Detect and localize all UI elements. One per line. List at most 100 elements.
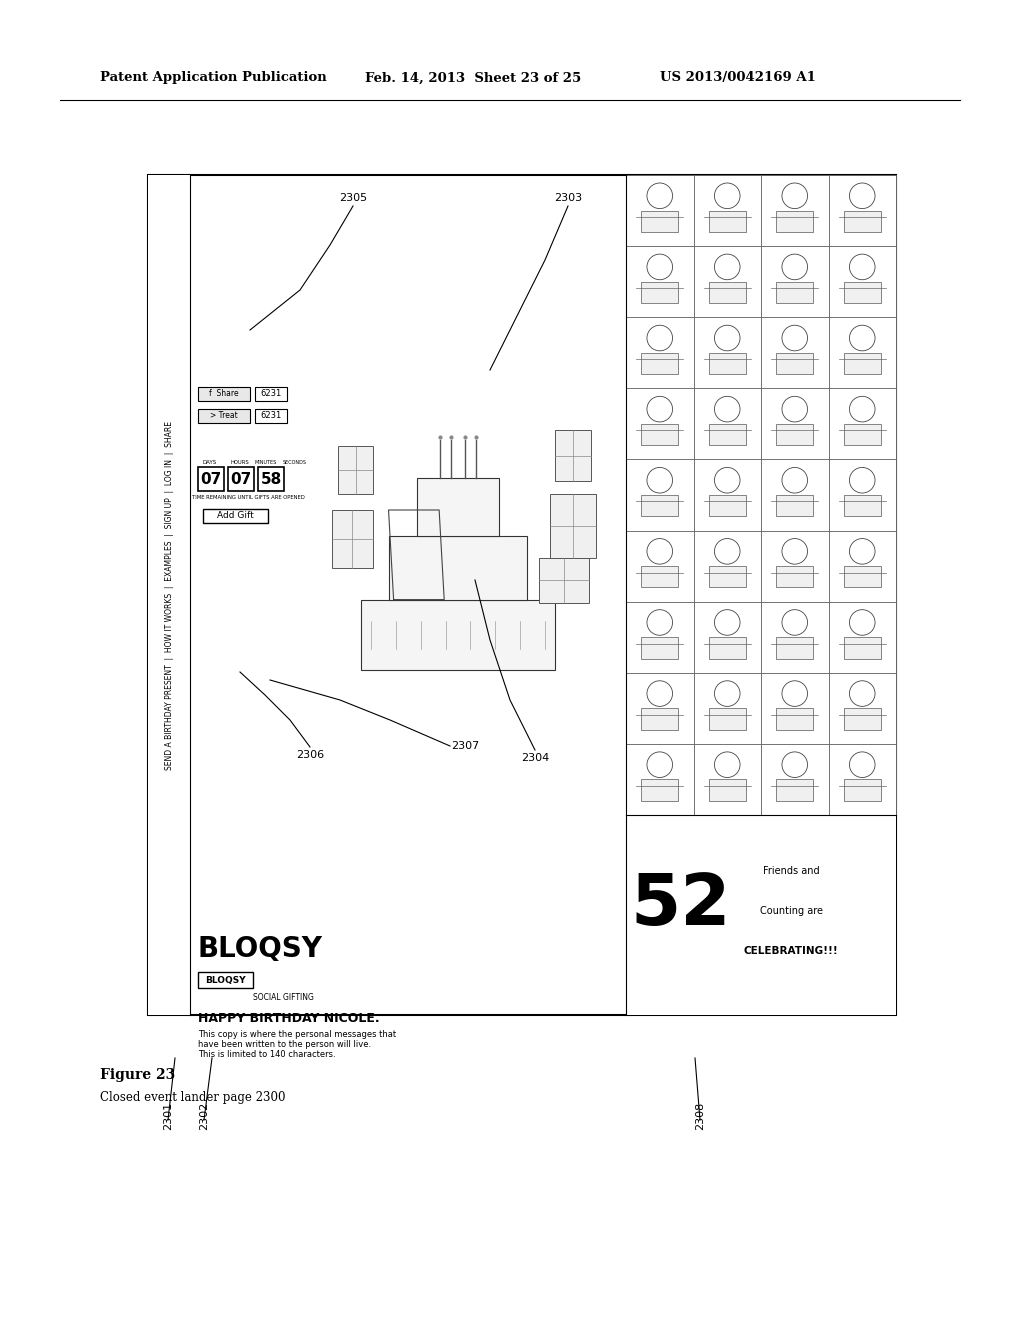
Text: Counting are: Counting are — [760, 906, 822, 916]
Bar — [626, 459, 693, 531]
Bar — [626, 673, 693, 744]
Text: 2305: 2305 — [339, 193, 367, 203]
Bar — [828, 673, 896, 744]
Bar — [361, 599, 555, 671]
Bar — [776, 566, 813, 587]
Text: Figure 23: Figure 23 — [100, 1068, 175, 1082]
Bar — [539, 558, 589, 603]
Text: 6231: 6231 — [260, 389, 282, 399]
Bar — [641, 211, 678, 232]
Bar — [338, 446, 373, 494]
Bar — [626, 814, 896, 1015]
Bar — [828, 176, 896, 246]
Bar — [776, 709, 813, 730]
Bar — [761, 176, 828, 246]
Bar — [198, 972, 253, 987]
Text: BLOQSY: BLOQSY — [198, 935, 323, 964]
Bar — [776, 352, 813, 374]
Text: > Treat: > Treat — [210, 412, 238, 421]
Text: 2308: 2308 — [695, 1102, 705, 1130]
Text: 2304: 2304 — [521, 752, 549, 763]
Bar — [417, 478, 500, 536]
Bar — [776, 495, 813, 516]
Bar — [389, 536, 527, 599]
Bar — [626, 744, 693, 814]
Text: SOCIAL GIFTING: SOCIAL GIFTING — [253, 994, 314, 1002]
Text: MINUTES: MINUTES — [255, 461, 278, 466]
Text: DAYS: DAYS — [203, 461, 217, 466]
Text: 2306: 2306 — [296, 750, 324, 760]
Bar — [828, 744, 896, 814]
Text: Closed event lander page 2300: Closed event lander page 2300 — [100, 1090, 286, 1104]
Bar — [828, 246, 896, 317]
Bar — [332, 510, 373, 568]
Bar — [709, 424, 745, 445]
Bar — [198, 467, 224, 491]
Bar — [709, 780, 745, 801]
Bar — [776, 211, 813, 232]
Bar — [626, 176, 693, 246]
Text: Friends and: Friends and — [763, 866, 819, 876]
Bar — [693, 602, 761, 673]
Bar — [709, 709, 745, 730]
Bar — [776, 424, 813, 445]
Bar — [761, 744, 828, 814]
Bar — [641, 780, 678, 801]
Bar — [844, 211, 881, 232]
Bar — [693, 246, 761, 317]
Bar — [641, 352, 678, 374]
Bar — [693, 673, 761, 744]
Bar — [844, 780, 881, 801]
Bar — [761, 459, 828, 531]
Bar — [761, 602, 828, 673]
Bar — [828, 531, 896, 602]
Bar — [693, 531, 761, 602]
Text: This copy is where the personal messages that: This copy is where the personal messages… — [198, 1030, 396, 1039]
Bar — [641, 709, 678, 730]
Bar — [761, 317, 828, 388]
Bar — [709, 281, 745, 304]
Bar — [148, 176, 190, 1015]
Bar — [844, 709, 881, 730]
Bar — [844, 424, 881, 445]
Text: 58: 58 — [260, 473, 282, 487]
Text: TIME REMAINING UNTIL GIFTS ARE OPENED: TIME REMAINING UNTIL GIFTS ARE OPENED — [191, 495, 304, 500]
Bar — [844, 281, 881, 304]
Bar — [776, 281, 813, 304]
Bar — [203, 510, 268, 523]
Bar — [693, 317, 761, 388]
Text: 6231: 6231 — [260, 412, 282, 421]
Text: CELEBRATING!!!: CELEBRATING!!! — [743, 946, 839, 956]
Text: Feb. 14, 2013  Sheet 23 of 25: Feb. 14, 2013 Sheet 23 of 25 — [365, 71, 582, 84]
Bar — [198, 387, 250, 401]
Text: 2307: 2307 — [451, 741, 479, 751]
Bar — [709, 566, 745, 587]
Text: have been written to the person will live.: have been written to the person will liv… — [198, 1040, 371, 1049]
Bar — [626, 246, 693, 317]
Text: Patent Application Publication: Patent Application Publication — [100, 71, 327, 84]
Bar — [828, 388, 896, 459]
Bar — [761, 531, 828, 602]
Bar — [693, 459, 761, 531]
Text: 07: 07 — [230, 473, 252, 487]
Bar — [844, 638, 881, 659]
Text: HAPPY BIRTHDAY NICOLE.: HAPPY BIRTHDAY NICOLE. — [198, 1012, 380, 1026]
Bar — [828, 459, 896, 531]
Bar — [555, 430, 592, 482]
Bar — [844, 352, 881, 374]
Bar — [828, 602, 896, 673]
Text: SEND A BIRTHDAY PRESENT  |  HOW IT WORKS  |  EXAMPLES  |  SIGN UP  |  LOG IN  | : SEND A BIRTHDAY PRESENT | HOW IT WORKS |… — [165, 421, 173, 770]
Text: 2302: 2302 — [199, 1102, 209, 1130]
Bar — [626, 317, 693, 388]
Bar — [641, 638, 678, 659]
Text: 2303: 2303 — [554, 193, 582, 203]
Text: This is limited to 140 characters.: This is limited to 140 characters. — [198, 1049, 336, 1059]
Text: Add Gift: Add Gift — [217, 511, 253, 520]
Bar — [761, 673, 828, 744]
Bar — [641, 424, 678, 445]
Bar — [693, 176, 761, 246]
Text: 07: 07 — [201, 473, 221, 487]
Bar — [844, 495, 881, 516]
Bar — [228, 467, 254, 491]
Bar — [641, 281, 678, 304]
